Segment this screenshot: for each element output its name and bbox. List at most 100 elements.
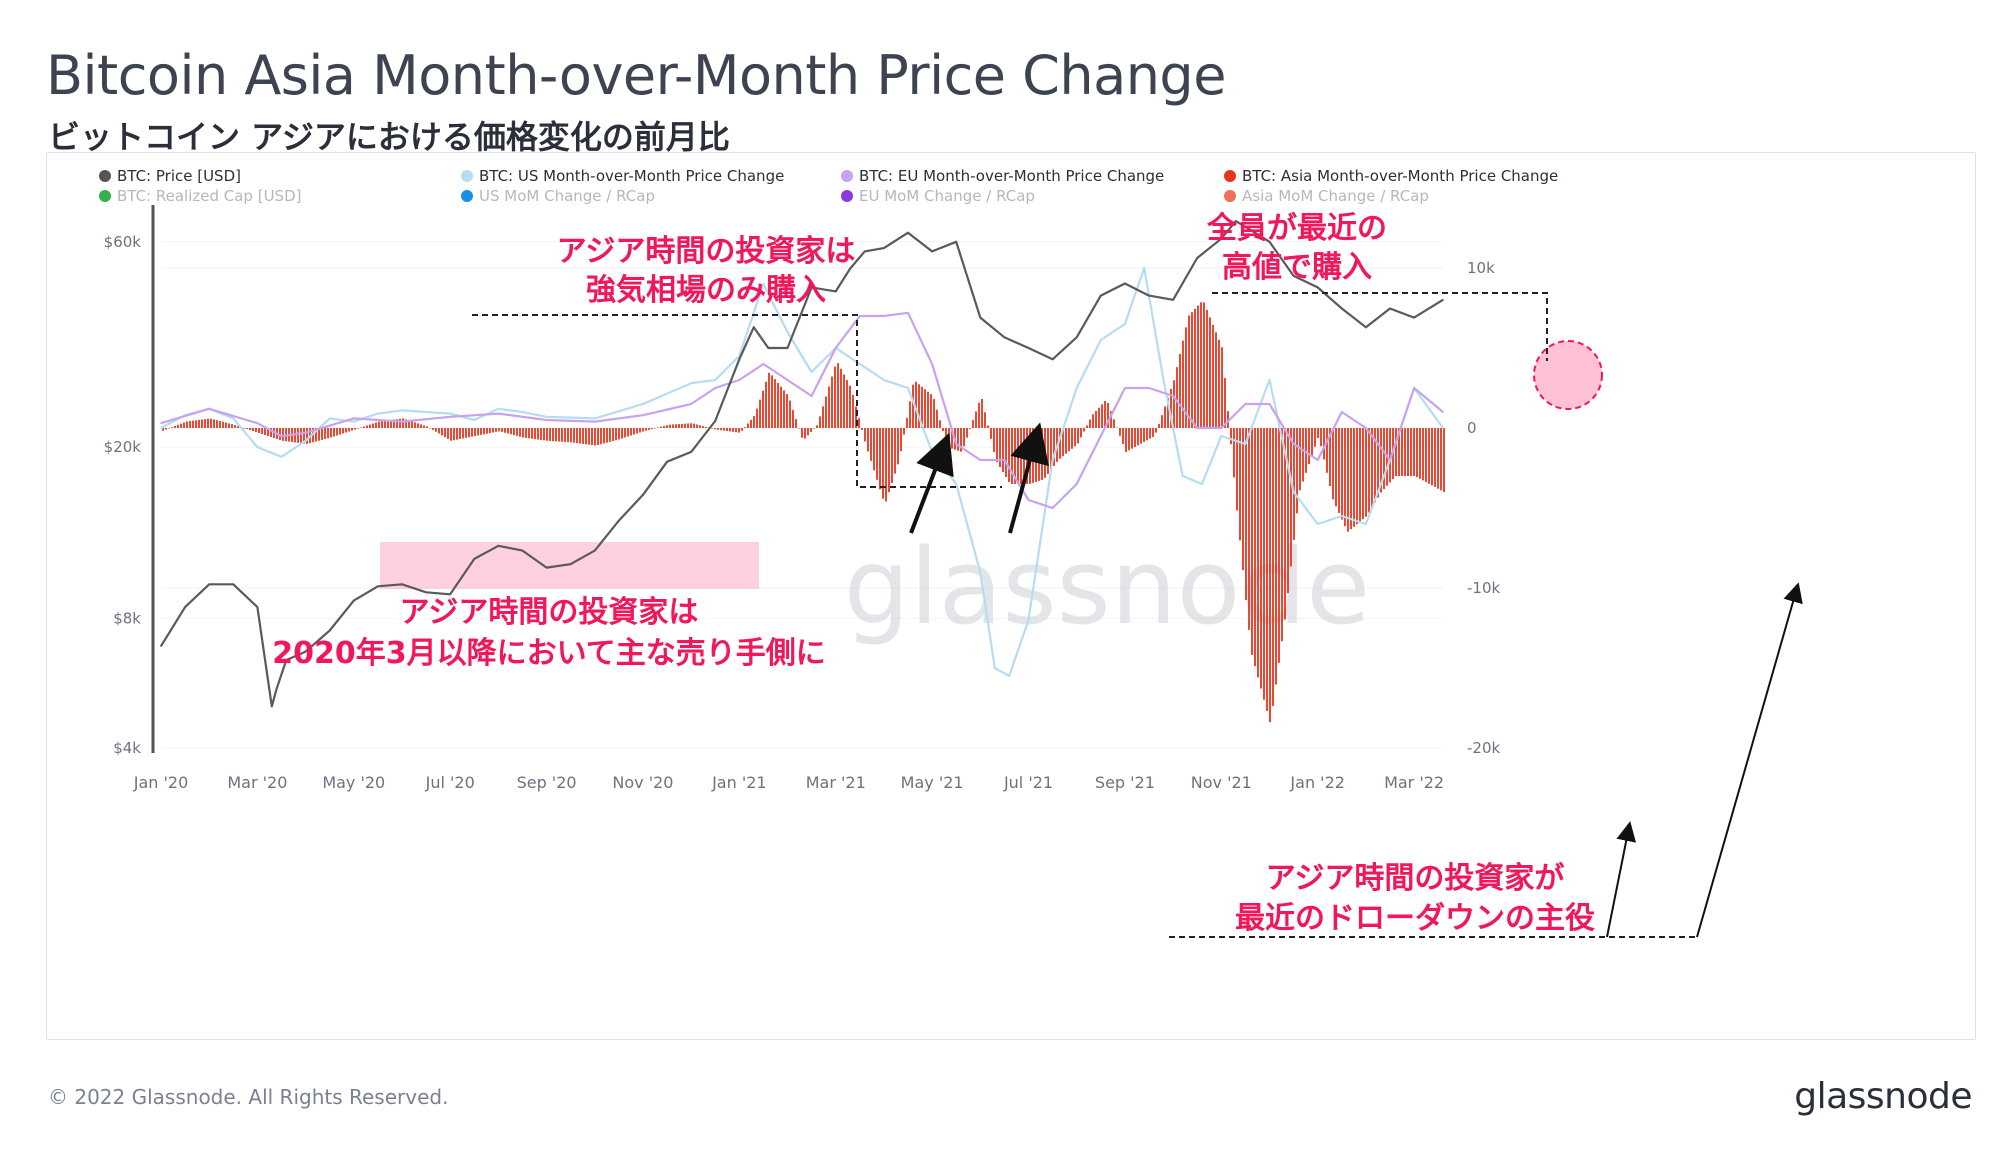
price-line-point [1075,336,1078,339]
asia-mom-bar [1353,428,1355,527]
asia-mom-bar [1395,428,1397,476]
asia-mom-bar [528,428,530,439]
asia-mom-bar [717,428,719,430]
asia-mom-bar [462,428,464,439]
asia-mom-bar [1221,347,1223,428]
asia-mom-bar [1233,428,1235,478]
eu-mom-line-point [1196,427,1199,429]
asia-mom-bar [669,424,671,428]
asia-mom-bar [489,428,491,434]
legend-label: EU MoM Change / RCap [859,187,1035,205]
asia-mom-bar [300,428,302,444]
asia-mom-bar [1131,428,1133,449]
asia-mom-bar [1269,428,1271,723]
price-line-point [1003,336,1006,339]
asia-mom-bar [579,428,581,444]
asia-mom-bar [231,424,233,428]
us-mom-line-point [377,412,379,415]
asia-mom-bar [1413,428,1415,476]
arrow-drawdown-1 [1606,821,1637,938]
asia-mom-bar [1122,428,1124,445]
price-line-point [1172,298,1174,301]
asia-mom-bar [408,420,410,428]
eu-mom-line-point [256,422,259,425]
price-line-point [569,563,572,565]
asia-mom-bar [927,391,929,428]
asia-mom-bar [1197,305,1199,428]
asia-mom-bar [894,428,896,474]
price-line-point [232,583,235,586]
asia-mom-bar [999,428,1001,468]
us-mom-line-point [859,363,861,365]
x-axis-tick-label: Nov '21 [1191,773,1252,792]
asia-mom-bar [204,419,206,428]
asia-mom-bar [762,390,764,428]
asia-mom-bar [1077,428,1079,444]
asia-mom-bar [366,425,368,428]
asia-mom-bar [1149,428,1151,439]
us-mom-line-point [1181,475,1184,477]
asia-mom-bar [1113,419,1115,428]
legend-label: US MoM Change / RCap [479,187,655,205]
asia-mom-bar [630,428,632,436]
x-axis-tick-label: Mar '20 [227,773,287,792]
asia-mom-bar [1299,428,1301,491]
price-line-point [883,247,885,249]
asia-mom-bar [1107,402,1109,428]
asia-mom-bar [1437,428,1439,489]
asia-mom-bar [198,419,200,428]
asia-mom-bar [525,428,527,438]
us-mom-line-point [1100,339,1102,341]
asia-mom-bar [429,428,431,429]
us-mom-line-point [1008,675,1011,677]
asia-mom-bar [345,428,347,433]
price-line-point [1442,298,1444,301]
asia-mom-bar [960,428,962,452]
legend-label: BTC: Price [USD] [117,167,241,185]
eu-mom-line-point [1442,411,1444,413]
asia-mom-bar [1266,428,1268,711]
eu-mom-line-point [1124,387,1126,389]
asia-mom-bar [924,389,926,428]
asia-mom-bar [1311,428,1313,456]
asia-mom-bar [201,419,203,428]
price-line-point [545,566,548,569]
eu-mom-line-point [1220,427,1223,429]
price-line-point [377,585,379,588]
asia-mom-bar [834,366,836,428]
asia-mom-bar [369,424,371,428]
asia-mom-bar [1281,428,1283,642]
asia-mom-bar [1383,428,1385,490]
asia-mom-bar [1209,317,1211,428]
eu-mom-line [160,311,1444,510]
asia-mom-bar [603,428,605,444]
asia-mom-bar [1110,411,1112,428]
eu-mom-line-point [859,315,861,317]
asia-mom-bar [618,428,620,440]
asia-mom-bar [438,428,440,434]
asia-mom-bar [546,428,548,441]
asia-mom-bar [1161,415,1163,428]
asia-mom-bar [249,428,251,431]
asia-mom-bar [555,428,557,442]
us-mom-line-point [979,571,982,573]
asia-mom-bar [639,428,641,433]
asia-mom-bar [1347,428,1349,532]
asia-mom-bar [1380,428,1382,493]
asia-mom-bar [780,386,782,428]
asia-mom-bar [792,409,794,428]
price-line-point [786,347,789,349]
asia-mom-bar [1401,428,1403,476]
asia-mom-bar [477,428,479,436]
asia-mom-bar [1302,428,1304,482]
asia-mom-bar [612,428,614,442]
asia-mom-bar [1071,428,1073,449]
asia-mom-bar [714,428,716,430]
bull-bracket-line [472,314,1002,488]
asia-mom-bar [930,394,932,428]
asia-mom-bar [552,428,554,442]
asia-mom-bar [1428,428,1430,484]
us-mom-line-point [1292,491,1295,493]
eu-mom-line-point [762,363,765,365]
eu-mom-line-point [1075,483,1078,485]
